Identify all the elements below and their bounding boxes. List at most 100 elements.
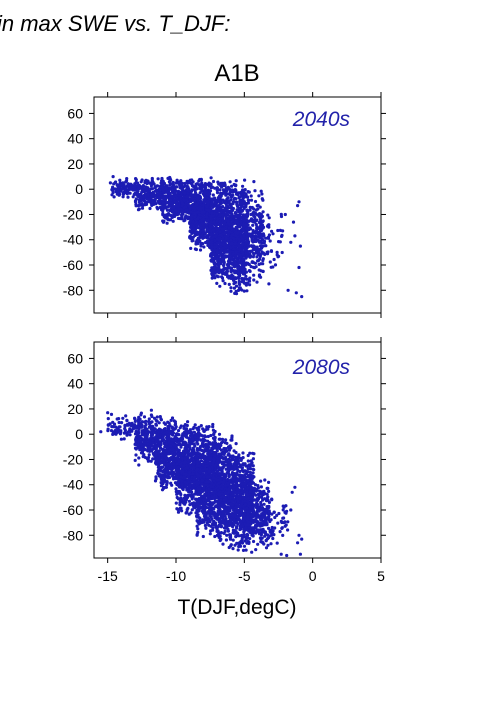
scatter-point	[216, 267, 220, 271]
scatter-point	[241, 263, 245, 268]
scatter-point	[223, 206, 227, 210]
period-label: 2040s	[292, 108, 351, 131]
scatter-point	[276, 228, 280, 233]
scatter-point	[190, 196, 194, 200]
scatter-point	[201, 427, 205, 431]
scatter-point	[137, 192, 141, 197]
scatter-point	[133, 417, 137, 421]
scatter-point	[208, 520, 212, 524]
scatter-point	[155, 415, 159, 419]
scatter-point	[219, 252, 223, 256]
scatter-point	[150, 449, 154, 453]
scatter-point	[213, 201, 217, 205]
scatter-point	[139, 439, 143, 443]
scatter-point	[224, 215, 228, 219]
scatter-point	[187, 444, 191, 448]
scatter-point	[195, 524, 199, 528]
scatter-point	[188, 235, 192, 239]
scatter-point	[211, 463, 215, 467]
scatter-point	[204, 489, 208, 493]
scatter-point	[210, 185, 214, 189]
scatter-point	[215, 191, 220, 195]
scatter-point	[291, 220, 296, 224]
scatter-point	[163, 205, 167, 209]
scatter-point	[166, 462, 170, 467]
scatter-point	[137, 207, 141, 211]
scatter-point	[134, 440, 138, 444]
scatter-point	[219, 223, 223, 227]
scatter-point	[213, 534, 217, 539]
plot-frame	[93, 96, 382, 314]
scatter-point	[180, 479, 184, 483]
scatter-point	[183, 218, 187, 222]
scatter-point	[195, 533, 199, 537]
scatter-point	[177, 448, 181, 452]
scatter-point	[211, 193, 215, 197]
scatter-point	[212, 265, 216, 269]
scatter-point	[268, 260, 272, 264]
scatter-point	[225, 186, 229, 190]
scatter-point	[146, 193, 150, 197]
scatter-point	[195, 206, 199, 210]
scatter-point	[202, 235, 206, 239]
scatter-point	[192, 430, 196, 434]
scatter-point	[199, 242, 203, 246]
scatter-point	[249, 198, 254, 202]
scatter-point	[255, 226, 259, 230]
scatter-point	[230, 223, 234, 227]
scatter-point	[175, 433, 179, 437]
scatter-point	[108, 181, 112, 185]
scatter-point	[219, 242, 223, 246]
scatter-point	[121, 416, 125, 420]
scatter-point	[186, 506, 190, 510]
scatter-point	[147, 197, 151, 201]
scatter-point	[179, 196, 183, 200]
scatter-point	[188, 490, 193, 494]
scatter-point	[173, 200, 177, 204]
scatter-point	[161, 205, 165, 209]
scatter-point	[161, 435, 165, 439]
scatter-point	[258, 244, 262, 248]
scatter-point	[185, 435, 189, 439]
scatter-point	[167, 218, 171, 222]
scatter-point	[162, 427, 166, 431]
scatter-point	[169, 198, 173, 202]
scatter-point	[185, 184, 189, 188]
scatter-point	[180, 187, 184, 191]
scatter-point	[255, 229, 259, 233]
scatter-point	[199, 200, 203, 204]
scatter-point	[231, 245, 235, 249]
scatter-point	[260, 251, 264, 255]
scatter-point	[174, 181, 178, 185]
scatter-point	[268, 239, 272, 243]
scatter-point	[190, 497, 194, 501]
scatter-point	[231, 201, 235, 206]
scatter-point	[229, 209, 233, 214]
scatter-point	[262, 233, 266, 238]
scatter-point	[110, 193, 114, 197]
scatter-point	[187, 499, 191, 503]
scatter-point	[165, 213, 169, 217]
scatter-point	[165, 221, 169, 225]
scatter-point	[186, 203, 190, 207]
scatter-point	[153, 427, 157, 431]
scatter-point	[286, 288, 290, 292]
scatter-point	[195, 438, 199, 442]
scatter-point	[163, 202, 167, 206]
scatter-point	[230, 256, 234, 260]
scatter-point	[171, 201, 175, 205]
scatter-point	[161, 183, 165, 187]
scatter-point	[223, 281, 227, 286]
scatter-point	[275, 250, 279, 254]
scatter-point	[229, 289, 233, 293]
scatter-point	[193, 231, 197, 235]
scatter-point	[252, 278, 256, 282]
scatter-point	[206, 227, 210, 231]
scatter-point	[191, 453, 195, 457]
scatter-point	[162, 480, 166, 484]
scatter-point	[106, 427, 110, 431]
scatter-point	[213, 441, 218, 445]
scatter-point	[164, 216, 168, 220]
scatter-point	[265, 252, 270, 256]
scatter-point	[137, 203, 141, 207]
